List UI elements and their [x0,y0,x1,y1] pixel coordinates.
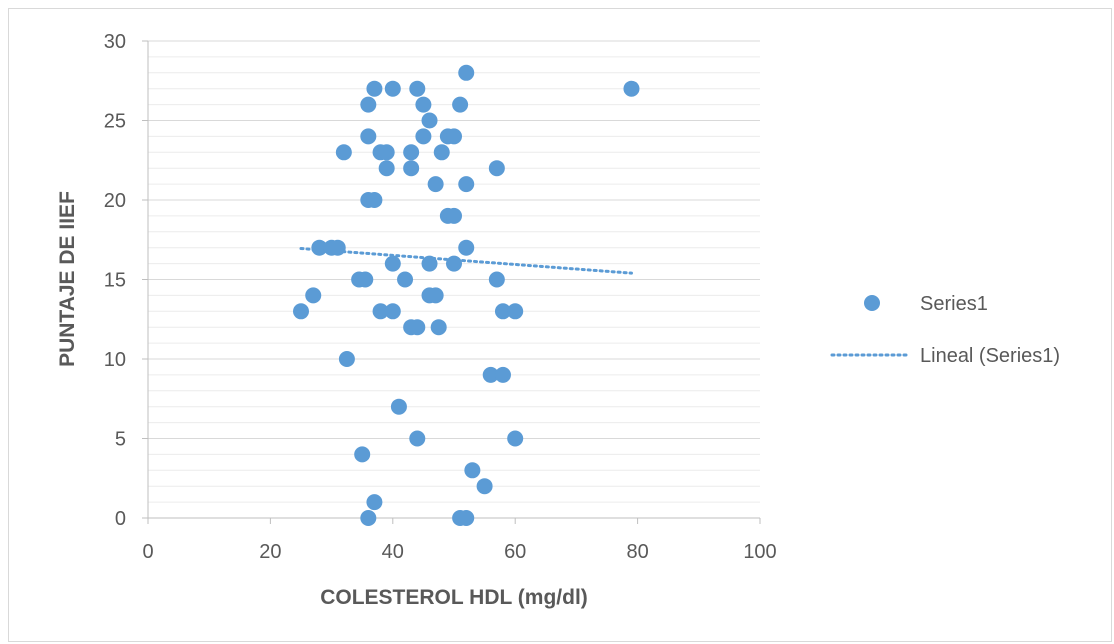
data-point [372,303,389,320]
data-point [354,446,371,463]
x-tick-label: 20 [259,541,281,563]
data-point [415,128,432,145]
data-point [311,239,328,256]
data-point [458,176,475,193]
data-point [360,96,377,113]
data-point [458,239,475,256]
data-point [357,271,374,288]
data-point [360,510,377,526]
data-point [384,255,401,272]
data-point [293,303,309,320]
data-point [305,287,322,304]
y-tick-label: 10 [104,349,126,371]
data-point [476,478,493,495]
data-point [458,64,475,81]
data-point [507,303,524,320]
chart-frame [8,8,1112,642]
data-point [335,144,352,161]
data-point [482,366,499,383]
data-point [366,80,383,97]
data-point [623,80,640,97]
data-point [494,366,511,383]
legend: Series1 Lineal (Series1) [830,293,1060,367]
data-point [464,462,481,479]
trendline [299,246,633,275]
legend-marker-series1 [864,295,880,311]
data-point [403,144,420,161]
data-point [378,144,395,161]
data-point [384,80,401,97]
data-point [409,319,426,336]
y-tick-label: 20 [104,190,126,212]
y-tick-label: 30 [104,31,126,53]
data-point [421,112,438,129]
x-tick-label: 40 [382,541,404,563]
legend-label-series1: Series1 [920,293,988,315]
x-axis-title: COLESTEROL HDL (mg/dl) [320,586,588,609]
y-axis-title: PUNTAJE DE IIEF [56,191,79,367]
data-point [378,160,395,177]
data-point [384,303,401,320]
data-point [397,271,414,288]
data-point [427,287,444,304]
y-tick-label: 5 [115,429,126,451]
data-point [507,430,524,447]
data-point [488,160,505,177]
x-tick-label: 0 [142,541,153,563]
axis-layer [142,40,761,524]
y-tick-label: 25 [104,111,126,133]
data-point [366,494,383,511]
data-point [409,430,426,447]
data-point [403,160,420,177]
points-layer [293,64,640,526]
data-point [430,319,447,336]
y-tick-label: 15 [104,270,126,292]
legend-label-trendline: Lineal (Series1) [920,345,1060,367]
data-point [433,144,450,161]
x-tick-label: 80 [626,541,648,563]
tick-labels-layer: 0 20 40 60 80 100 0 5 10 15 20 25 30 [104,31,777,563]
data-point [446,255,462,272]
data-point [488,271,505,288]
data-point [409,80,426,97]
data-point [446,128,462,145]
data-point [366,192,383,208]
data-point [452,96,469,113]
data-point [338,351,355,367]
data-point [427,176,444,193]
data-point [360,128,377,145]
data-point [446,207,462,224]
data-point [390,398,407,415]
data-point [421,255,438,272]
data-point [458,510,475,526]
y-tick-label: 0 [115,508,126,530]
data-point [415,96,432,113]
data-point [329,239,346,256]
x-tick-label: 100 [743,541,776,563]
trendline-layer [299,246,633,275]
data-point [494,303,511,320]
x-tick-label: 60 [504,541,526,563]
